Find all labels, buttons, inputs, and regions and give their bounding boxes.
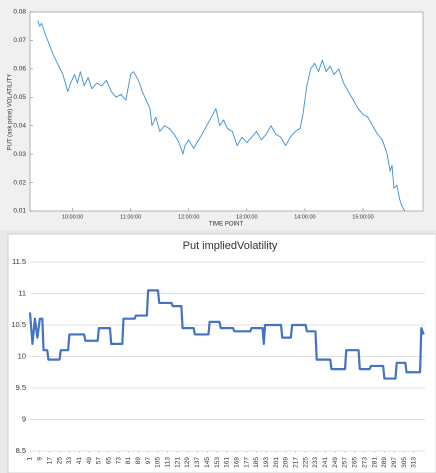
- y-tick-label: 9.5: [16, 383, 26, 392]
- x-tick-label: 209: [283, 457, 290, 468]
- y-tick-label: 0.04: [13, 122, 26, 129]
- x-tick-label: 113: [165, 457, 172, 468]
- x-tick-label: 217: [293, 457, 300, 468]
- x-tick-label: 121: [174, 457, 181, 468]
- y-tick-label: 10: [18, 351, 26, 360]
- y-tick-label: 0.07: [13, 37, 26, 44]
- y-tick-label: 11.5: [12, 257, 26, 266]
- y-tick-label: 8.5: [16, 446, 26, 455]
- x-tick-label: 241: [322, 457, 329, 468]
- x-tick-label: 57: [96, 457, 103, 465]
- top-plot-area: [29, 11, 424, 212]
- x-axis-label: TIME POINT: [209, 222, 244, 228]
- y-tick-label: 0.02: [13, 179, 26, 186]
- x-tick-label: 137: [194, 457, 201, 468]
- x-tick-label: 249: [332, 457, 339, 468]
- x-tick-label: 15:00:00: [352, 214, 373, 220]
- y-tick-label: 0.03: [13, 151, 26, 158]
- x-tick-label: 161: [224, 457, 231, 468]
- x-tick-label: 145: [204, 457, 211, 468]
- x-tick-label: 1: [27, 457, 34, 461]
- x-tick-label: 273: [361, 457, 368, 468]
- line-series: [37, 20, 406, 212]
- x-tick-label: 185: [253, 457, 260, 468]
- y-tick-label: 10.5: [11, 320, 26, 329]
- x-tick-label: 81: [125, 457, 132, 465]
- x-tick-label: 225: [302, 457, 309, 468]
- y-tick-label: 0.06: [13, 66, 26, 73]
- bottom-panel: [7, 233, 436, 473]
- x-tick-label: 10:00:00: [62, 214, 83, 220]
- x-tick-label: 201: [273, 457, 280, 468]
- x-tick-label: 12:00:00: [178, 214, 199, 220]
- x-tick-label: 89: [135, 457, 142, 465]
- y-tick-label: 11: [18, 288, 26, 297]
- y-tick-label: 9: [22, 414, 26, 423]
- x-tick-label: 105: [155, 457, 162, 468]
- x-tick-label: 33: [66, 457, 73, 465]
- x-tick-label: 97: [145, 457, 152, 465]
- x-tick-label: 265: [352, 457, 359, 468]
- x-tick-label: 14:00:00: [294, 214, 315, 220]
- y-tick-label: 0.01: [13, 208, 26, 215]
- x-tick-label: 297: [391, 457, 398, 468]
- x-tick-label: 153: [214, 457, 221, 468]
- x-tick-label: 313: [411, 457, 418, 468]
- y-tick-label: 0.05: [13, 94, 26, 101]
- y-tick-label: 0.08: [13, 9, 26, 16]
- x-tick-label: 129: [184, 457, 191, 468]
- x-tick-label: 25: [56, 457, 63, 465]
- x-tick-label: 11:00:00: [120, 214, 141, 220]
- y-axis-label: PUT (ask price) VOLATILITY: [8, 74, 14, 151]
- x-tick-label: 289: [381, 457, 388, 468]
- x-tick-label: 233: [312, 457, 319, 468]
- x-tick-label: 281: [371, 457, 378, 468]
- x-tick-label: 17: [46, 457, 53, 465]
- x-tick-label: 9: [37, 457, 44, 461]
- x-tick-label: 177: [243, 457, 250, 468]
- x-tick-label: 49: [86, 457, 93, 465]
- x-tick-label: 193: [263, 457, 270, 468]
- x-tick-label: 169: [233, 457, 240, 468]
- x-tick-label: 73: [115, 457, 122, 465]
- x-tick-label: 257: [342, 457, 349, 468]
- x-tick-label: 305: [401, 457, 408, 468]
- x-tick-label: 65: [105, 457, 112, 465]
- chart-title: Put impliedVolatility: [183, 240, 278, 252]
- x-tick-label: 41: [76, 457, 83, 465]
- line-series: [28, 289, 425, 380]
- x-tick-label: 13:00:00: [236, 214, 257, 220]
